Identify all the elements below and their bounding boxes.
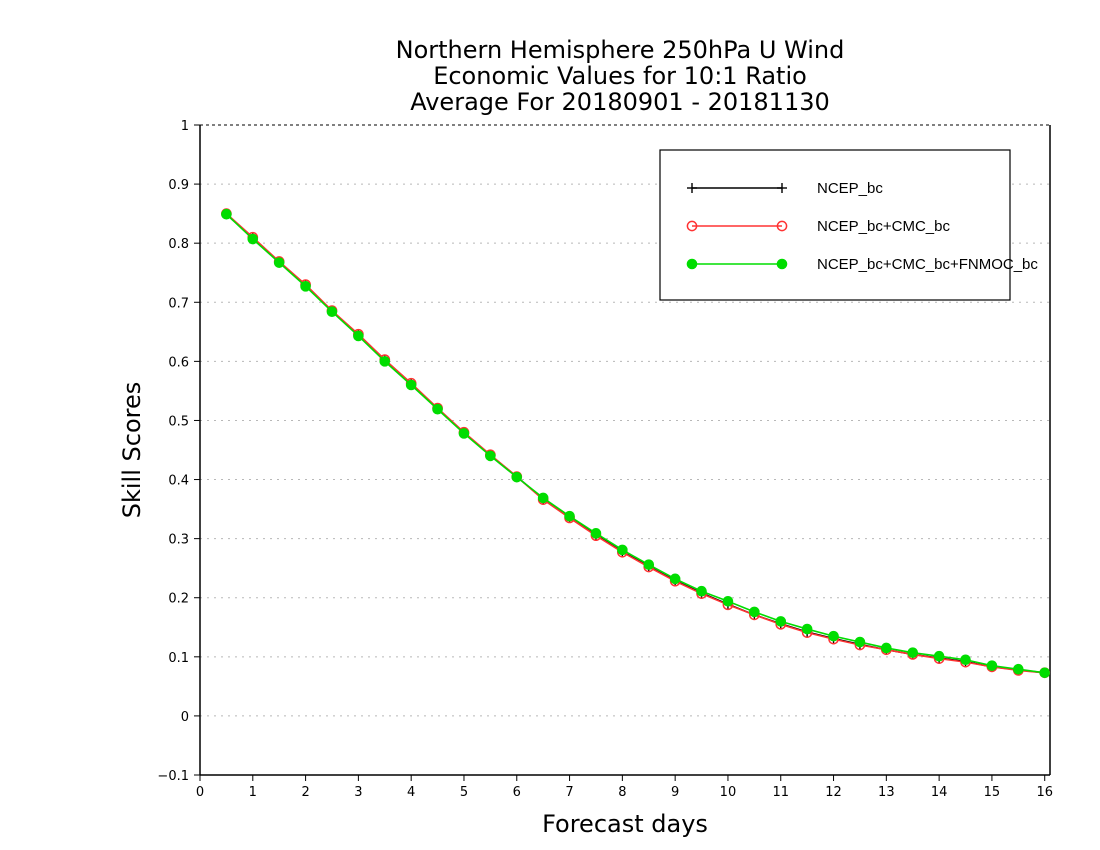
series-3-point-17 [643, 559, 655, 570]
x-tick-label-16: 16 [1036, 785, 1053, 800]
title-layer: Northern Hemisphere 250hPa U WindEconomi… [396, 36, 845, 116]
series-3-point-30 [986, 660, 998, 671]
y-axis-title: Skill Scores [118, 382, 146, 519]
legend-marker-right-2 [776, 220, 788, 232]
y-tick-label-3: 0.2 [168, 592, 189, 607]
y-tick-label-7: 0.6 [168, 355, 189, 370]
x-tick-label-10: 10 [720, 785, 737, 800]
x-tick-label-13: 13 [878, 785, 895, 800]
x-tick-label-3: 3 [354, 785, 362, 800]
series-3-point-31 [1013, 663, 1024, 675]
series-3-point-9 [432, 403, 443, 415]
legend-label-3: NCEP_bc+CMC_bc+FNMOC_bc [817, 256, 1038, 273]
series-3-point-15 [590, 528, 602, 539]
y-tick-label-11: 1 [181, 119, 189, 134]
x-tick-label-7: 7 [565, 785, 573, 800]
x-tick-label-11: 11 [772, 785, 789, 800]
y-tick-label-6: 0.5 [168, 414, 189, 429]
y-tick-label-0: −0.1 [157, 769, 189, 784]
series-3-point-19 [696, 585, 707, 597]
x-tick-label-2: 2 [301, 785, 309, 800]
x-tick-label-1: 1 [249, 785, 257, 800]
legend-label-1: NCEP_bc [817, 180, 883, 197]
legend-marker-right-3 [776, 258, 788, 270]
y-tick-label-9: 0.8 [168, 237, 189, 252]
series-3-point-8 [405, 379, 417, 391]
x-tick-label-15: 15 [984, 785, 1001, 800]
legend-box [659, 149, 1011, 301]
y-tick-label-5: 0.4 [168, 474, 189, 489]
x-tick-label-4: 4 [407, 785, 415, 800]
series-3-point-1 [221, 208, 232, 220]
series-3-point-20 [722, 595, 734, 607]
series-3-point-5 [326, 306, 338, 318]
chart-title-line-1: Northern Hemisphere 250hPa U Wind [396, 36, 845, 64]
series-3-point-27 [907, 647, 919, 658]
x-tick-label-14: 14 [931, 785, 948, 800]
series-layer [221, 208, 1051, 679]
x-tick-label-5: 5 [460, 785, 468, 800]
y-tick-label-2: 0.1 [168, 651, 189, 666]
series-3-point-4 [300, 281, 311, 292]
series-3-point-22 [775, 616, 787, 627]
series-3-point-21 [749, 606, 760, 618]
series-3 [221, 208, 1051, 679]
legend-marker-right-1 [777, 183, 787, 193]
series-3-point-32 [1039, 667, 1051, 679]
series-3-point-13 [537, 492, 549, 504]
series-3-point-25 [854, 636, 866, 648]
x-tick-label-9: 9 [671, 785, 679, 800]
x-tick-label-8: 8 [618, 785, 626, 800]
x-axis-title: Forecast days [542, 810, 708, 838]
x-tick-label-12: 12 [825, 785, 842, 800]
axes-layer: −0.100.10.20.30.40.50.60.70.80.910 1 2 3 4 5 6… [118, 119, 1053, 838]
legend-layer: NCEP_bc NCEP_bc+CMC_bc NCEP_bc+CMC_bc+FNMO… [659, 149, 1038, 301]
series-3-point-24 [828, 630, 839, 642]
series-3-point-12 [511, 471, 523, 483]
series-3-point-11 [485, 450, 496, 462]
legend-marker-left-1 [687, 183, 697, 193]
y-tick-label-10: 0.9 [168, 178, 189, 193]
series-3-point-18 [669, 573, 681, 585]
series-3-point-2 [247, 233, 259, 245]
series-3-point-7 [379, 356, 391, 367]
series-3-point-23 [801, 623, 813, 635]
x-tick-label-6: 6 [513, 785, 521, 800]
chart-title-line-3: Average For 20180901 - 20181130 [410, 88, 830, 116]
y-tick-label-1: 0 [181, 710, 189, 725]
x-tick-label-0: 0 [196, 785, 204, 800]
series-3-point-14 [564, 510, 575, 522]
legend-marker-left-2 [686, 220, 698, 232]
legend-marker-left-3 [686, 258, 698, 270]
series-3-point-26 [881, 642, 892, 654]
y-tick-label-8: 0.7 [168, 296, 189, 311]
legend-label-2: NCEP_bc+CMC_bc [817, 218, 950, 235]
series-3-point-28 [933, 650, 945, 662]
chart-title-line-2: Economic Values for 10:1 Ratio [433, 62, 807, 90]
series-3-point-6 [353, 330, 364, 342]
series-3-point-10 [458, 428, 470, 439]
series-3-point-3 [273, 257, 285, 268]
series-3-point-29 [960, 654, 971, 666]
series-3-point-16 [617, 544, 628, 556]
y-tick-label-4: 0.3 [168, 533, 189, 548]
